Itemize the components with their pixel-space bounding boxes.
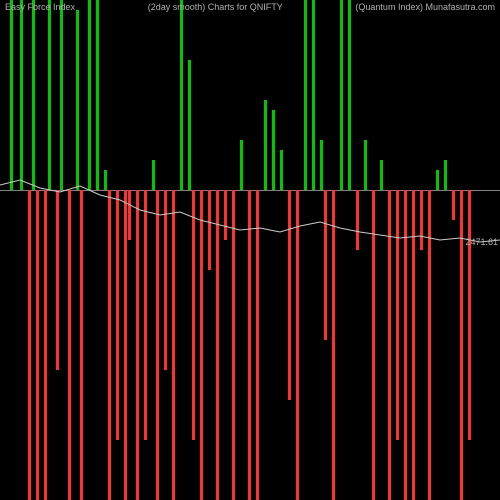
positive-bar: [10, 0, 13, 190]
negative-bar: [144, 190, 147, 440]
positive-bar: [264, 100, 267, 190]
negative-bar: [172, 190, 175, 500]
negative-bar: [396, 190, 399, 440]
positive-bar: [152, 160, 155, 190]
negative-bar: [296, 190, 299, 500]
positive-bar: [76, 10, 79, 190]
negative-bar: [80, 190, 83, 500]
negative-bar: [256, 190, 259, 500]
header-right: (Quantum Index) Munafasutra.com: [355, 2, 495, 16]
negative-bar: [412, 190, 415, 500]
positive-bar: [348, 0, 351, 190]
positive-bar: [444, 160, 447, 190]
negative-bar: [404, 190, 407, 500]
positive-bar: [304, 0, 307, 190]
force-index-bars: [0, 0, 500, 500]
positive-bar: [32, 0, 35, 190]
positive-bar: [340, 0, 343, 190]
negative-bar: [156, 190, 159, 500]
positive-bar: [320, 140, 323, 190]
negative-bar: [56, 190, 59, 370]
positive-bar: [60, 0, 63, 190]
negative-bar: [232, 190, 235, 500]
negative-bar: [68, 190, 71, 500]
negative-bar: [452, 190, 455, 220]
header-center: (2day smooth) Charts for QNIFTY: [148, 2, 283, 16]
negative-bar: [116, 190, 119, 440]
positive-bar: [88, 0, 91, 190]
negative-bar: [192, 190, 195, 440]
negative-bar: [136, 190, 139, 500]
positive-bar: [188, 60, 191, 190]
negative-bar: [208, 190, 211, 270]
positive-bar: [436, 170, 439, 190]
negative-bar: [216, 190, 219, 500]
positive-bar: [20, 0, 23, 190]
negative-bar: [460, 190, 463, 500]
negative-bar: [128, 190, 131, 240]
header-left: Easy Force Index: [5, 2, 75, 16]
current-value-label: 2471.61: [465, 237, 498, 247]
positive-bar: [96, 0, 99, 190]
positive-bar: [312, 0, 315, 190]
positive-bar: [280, 150, 283, 190]
negative-bar: [372, 190, 375, 500]
negative-bar: [388, 190, 391, 500]
negative-bar: [428, 190, 431, 500]
negative-bar: [468, 190, 471, 440]
negative-bar: [108, 190, 111, 500]
positive-bar: [104, 170, 107, 190]
positive-bar: [364, 140, 367, 190]
negative-bar: [332, 190, 335, 500]
positive-bar: [272, 110, 275, 190]
chart-header: Easy Force Index (2day smooth) Charts fo…: [0, 2, 500, 16]
negative-bar: [124, 190, 127, 500]
positive-bar: [48, 0, 51, 190]
negative-bar: [36, 190, 39, 500]
negative-bar: [200, 190, 203, 500]
negative-bar: [224, 190, 227, 240]
negative-bar: [420, 190, 423, 250]
negative-bar: [164, 190, 167, 370]
positive-bar: [380, 160, 383, 190]
negative-bar: [44, 190, 47, 500]
positive-bar: [180, 0, 183, 190]
negative-bar: [28, 190, 31, 500]
negative-bar: [288, 190, 291, 400]
negative-bar: [356, 190, 359, 250]
positive-bar: [240, 140, 243, 190]
negative-bar: [324, 190, 327, 340]
negative-bar: [248, 190, 251, 500]
